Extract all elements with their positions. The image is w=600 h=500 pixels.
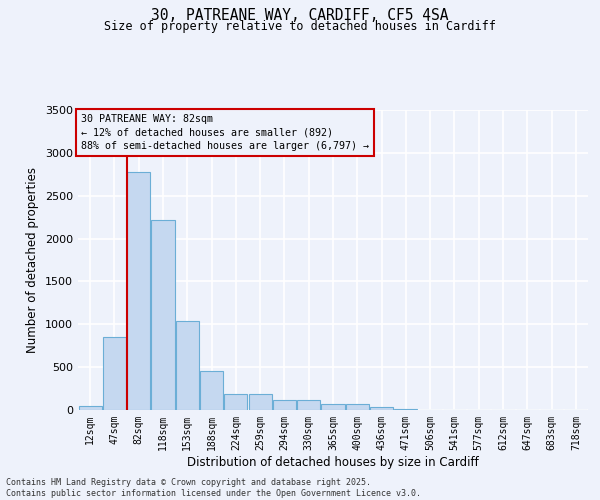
X-axis label: Distribution of detached houses by size in Cardiff: Distribution of detached houses by size … (187, 456, 479, 468)
Text: Contains HM Land Registry data © Crown copyright and database right 2025.
Contai: Contains HM Land Registry data © Crown c… (6, 478, 421, 498)
Bar (151, 220, 175, 410)
Bar (273, 400, 296, 410)
Bar (370, 408, 393, 410)
Text: Size of property relative to detached houses in Cardiff: Size of property relative to detached ho… (104, 20, 496, 33)
Bar (248, 394, 272, 410)
Bar (127, 172, 150, 410)
Bar (322, 404, 344, 410)
Bar (79, 406, 101, 410)
Bar (346, 404, 369, 410)
Bar (297, 400, 320, 410)
Bar (103, 336, 126, 410)
Bar (224, 394, 247, 410)
Text: 30 PATREANE WAY: 82sqm
← 12% of detached houses are smaller (892)
88% of semi-de: 30 PATREANE WAY: 82sqm ← 12% of detached… (80, 114, 368, 151)
Y-axis label: Number of detached properties: Number of detached properties (26, 167, 40, 353)
Bar (200, 370, 223, 410)
Bar (394, 408, 418, 410)
Text: 30, PATREANE WAY, CARDIFF, CF5 4SA: 30, PATREANE WAY, CARDIFF, CF5 4SA (151, 8, 449, 22)
Bar (176, 321, 199, 410)
